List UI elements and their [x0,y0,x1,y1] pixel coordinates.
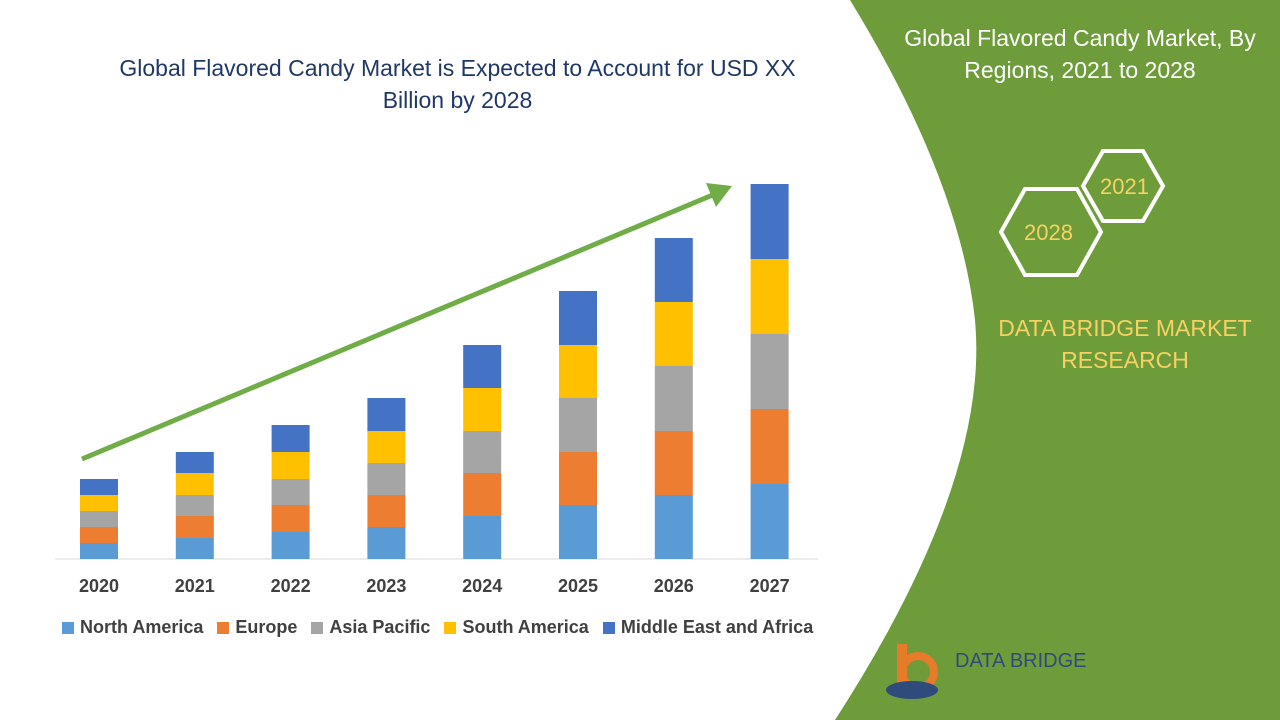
legend-label: South America [462,617,589,637]
x-tick-label: 2025 [558,576,598,596]
x-tick-label: 2024 [462,576,502,596]
legend-label: Middle East and Africa [620,617,814,637]
bar-segment-2021-1 [175,516,214,538]
bar-segment-2024-4 [463,345,502,388]
bar-segment-2021-4 [175,452,214,473]
side-panel-title: Global Flavored Candy Market, By Regions… [904,25,1256,83]
bar-segment-2024-3 [463,388,502,431]
logo-icon [886,644,938,699]
legend-item: South America [444,617,589,638]
bar-segment-2020-0 [80,543,118,559]
bar-segment-2023-3 [367,431,406,463]
legend-item: Middle East and Africa [602,617,814,638]
legend-swatch [444,621,457,634]
legend-item: North America [62,617,203,638]
brand-text: DATA BRIDGE MARKET RESEARCH [998,315,1252,373]
legend-label: North America [80,617,204,637]
bar-segment-2027-4 [750,184,789,259]
legend-swatch [602,621,615,634]
legend-label: Europe [235,617,298,637]
legend-swatch [217,621,230,634]
bar-segment-2023-2 [367,463,406,495]
legend-item: Asia Pacific [311,617,430,638]
bar-segment-2026-0 [654,495,693,559]
bar-segment-2025-2 [559,398,597,452]
trend-arrowhead [706,183,732,207]
bar-segment-2022-1 [271,505,310,532]
bar-segment-2020-1 [80,527,118,543]
bar-segment-2024-1 [463,473,502,516]
bar-segment-2027-2 [750,334,789,409]
side-panel [835,0,1280,720]
bar-segment-2023-1 [367,495,406,527]
bar-segment-2027-3 [750,259,789,334]
bar-segment-2025-1 [559,452,597,505]
bar-segment-2027-0 [750,484,789,559]
x-tick-label: 2026 [654,576,694,596]
bar-segment-2024-2 [463,431,502,473]
x-tick-label: 2021 [175,576,215,596]
bar-segment-2024-0 [463,516,502,559]
logo-text: DATA BRIDGE [955,650,1087,672]
bar-segment-2020-4 [80,479,118,495]
bar-segment-2027-1 [750,409,789,484]
bar-segment-2023-4 [367,398,406,431]
bar-segment-2025-4 [559,291,597,345]
bar-segment-2022-4 [271,425,310,452]
legend-swatch [62,621,74,634]
bar-segment-2023-0 [367,527,406,559]
hex-2028 [998,187,1104,277]
bar-segment-2026-3 [654,302,693,366]
bar-segment-2025-0 [559,505,597,559]
legend-swatch [311,621,324,634]
bar-segment-2026-4 [654,238,693,302]
bar-segment-2025-3 [559,345,597,398]
x-tick-label: 2020 [79,576,119,596]
x-tick-label: 2023 [366,576,406,596]
bar-segment-2021-2 [175,495,214,516]
bar-segment-2022-2 [271,479,310,505]
x-tick-label: 2022 [271,576,311,596]
bar-segment-2020-2 [80,511,118,527]
bar-segment-2020-3 [80,495,118,511]
legend: North America Europe Asia Pacific South Ame… [62,617,813,638]
chart-title: Global Flavored Candy Market is Expected… [119,55,796,113]
hex-label-2028: 2028 [1024,220,1073,245]
bar-segment-2026-1 [654,431,693,495]
bar-segment-2021-3 [175,473,214,495]
legend-item: Europe [217,617,297,638]
bar-segment-2022-3 [271,452,310,479]
legend-label: Asia Pacific [329,617,431,637]
bar-segment-2026-2 [654,366,693,431]
bar-segment-2021-0 [175,538,214,559]
hex-label-2021: 2021 [1100,174,1149,199]
trend-arrow [81,191,716,462]
hex-2021 [1080,149,1166,223]
x-tick-label: 2027 [750,576,790,596]
bar-segment-2022-0 [271,532,310,559]
